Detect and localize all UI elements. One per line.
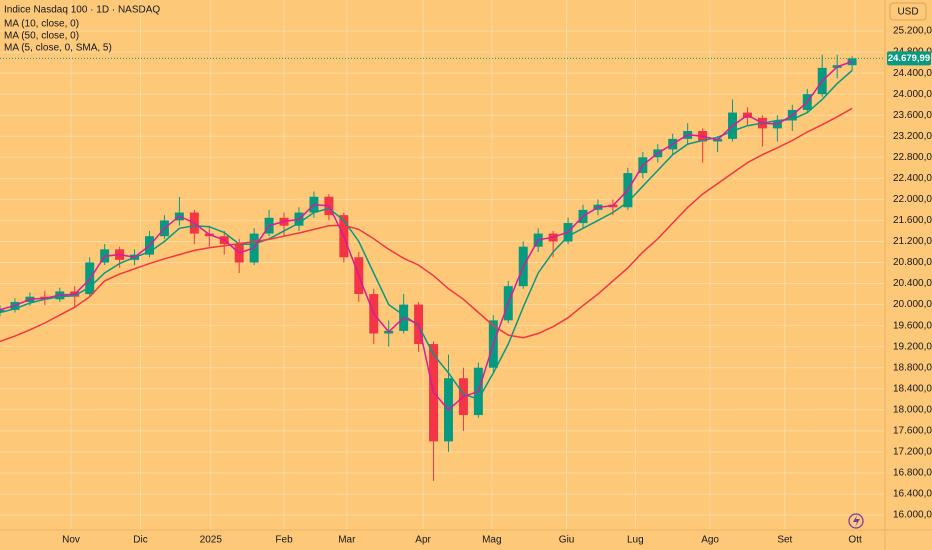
ma-line xyxy=(0,69,853,401)
y-tick-label: 22.800,00 xyxy=(893,152,932,163)
x-tick-label: Ago xyxy=(701,535,719,546)
lightning-icon[interactable] xyxy=(848,513,864,529)
x-tick-label: Mag xyxy=(482,535,501,546)
axes: 16.000,00 16.400,00 16.800,00 17.200,00 17.6… xyxy=(62,26,932,546)
y-tick-label: 18.000,00 xyxy=(893,404,932,415)
y-tick-label: 18.400,00 xyxy=(893,383,932,394)
x-tick-label: Giu xyxy=(559,535,575,546)
y-tick-label: 24.000,00 xyxy=(893,89,932,100)
y-tick-label: 16.800,00 xyxy=(893,468,932,479)
grid xyxy=(0,0,885,530)
ma-line xyxy=(0,107,853,343)
y-tick-label: 23.200,00 xyxy=(893,131,932,142)
legend-entry: MA (5, close, 0, SMA, 5) xyxy=(4,43,112,54)
y-tick-label: 22.400,00 xyxy=(893,173,932,184)
legend-entry: MA (10, close, 0) xyxy=(4,19,79,30)
chart-title: Indice Nasdaq 100 · 1D · NASDAQ xyxy=(4,5,160,16)
y-tick-label: 22.000,00 xyxy=(893,194,932,205)
last-price-badge xyxy=(887,51,931,66)
plot xyxy=(0,54,885,481)
x-tick-label: Mar xyxy=(338,535,356,546)
y-tick-label: 21.600,00 xyxy=(893,215,932,226)
x-tick-label: 2025 xyxy=(200,535,223,546)
legend-entry: MA (50, close, 0) xyxy=(4,31,79,42)
y-tick-label: 23.600,00 xyxy=(893,110,932,121)
y-tick-label: 16.400,00 xyxy=(893,489,932,500)
y-tick-label: 24.400,00 xyxy=(893,68,932,79)
candle-body xyxy=(0,309,5,313)
x-tick-label: Feb xyxy=(275,535,293,546)
y-tick-label: 17.600,00 xyxy=(893,425,932,436)
x-tick-label: Nov xyxy=(62,535,80,546)
last-price-label: 24.679,99 xyxy=(888,53,930,64)
y-tick-label: 20.000,00 xyxy=(893,299,932,310)
currency-box[interactable] xyxy=(889,2,927,21)
y-tick-label: 19.200,00 xyxy=(893,341,932,352)
y-tick-label: 16.000,00 xyxy=(893,510,932,521)
x-tick-label: Lug xyxy=(627,535,644,546)
ma-line xyxy=(0,60,853,411)
y-tick-label: 17.200,00 xyxy=(893,447,932,458)
y-tick-label: 20.800,00 xyxy=(893,257,932,268)
x-tick-label: Apr xyxy=(415,535,431,546)
y-tick-label: 21.200,00 xyxy=(893,236,932,247)
x-tick-label: Set xyxy=(777,535,792,546)
x-tick-label: Ott xyxy=(848,535,862,546)
legend: MA (10, close, 0)MA (50, close, 0)MA (5,… xyxy=(4,19,112,54)
y-tick-label: 18.800,00 xyxy=(893,362,932,373)
x-tick-label: Dic xyxy=(133,535,147,546)
currency: USD xyxy=(897,7,918,18)
y-tick-label: 19.600,00 xyxy=(893,320,932,331)
y-tick-label: 20.400,00 xyxy=(893,278,932,289)
y-tick-label: 25.200,00 xyxy=(893,26,932,37)
